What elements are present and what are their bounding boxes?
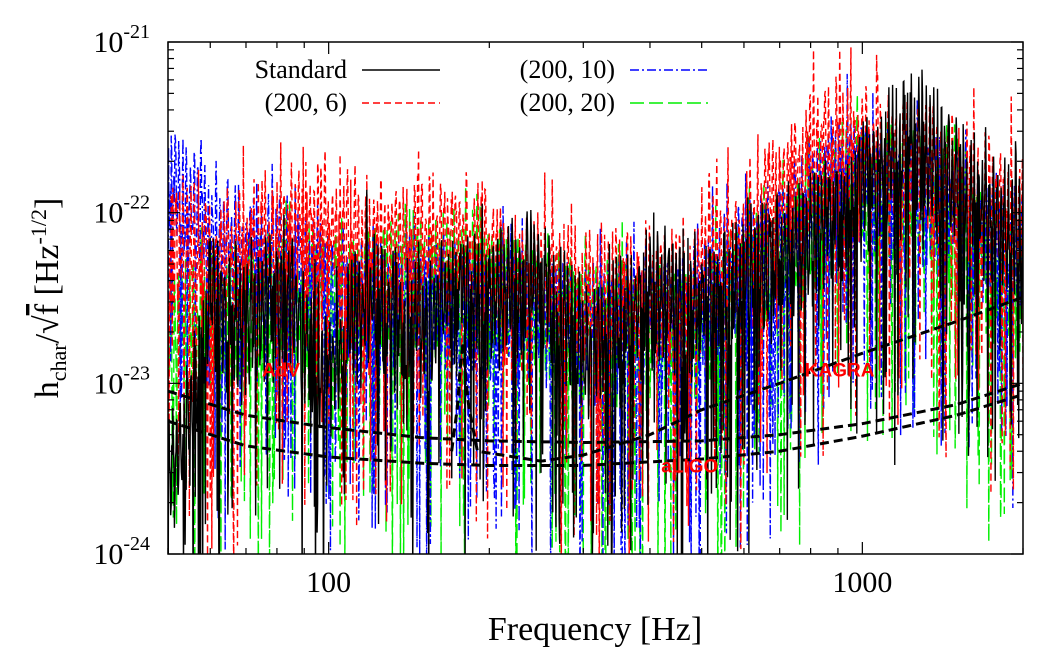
y-axis-title-unit: [Hz <box>29 245 66 304</box>
x-tick-label-0: 100 <box>306 566 351 599</box>
legend: Standard (200, 6) (200, 10) (200, 20) <box>255 55 708 117</box>
legend-label-1: (200, 6) <box>265 88 347 117</box>
legend-label-3: (200, 20) <box>520 88 615 117</box>
y-axis-title-sqrt: √ <box>29 315 66 334</box>
y-axis-title-f: f <box>29 303 66 315</box>
plot-frame <box>167 41 1024 555</box>
y-axis-title: hchar/√f [Hz-1/2] <box>26 198 71 399</box>
plot-series <box>168 47 1023 554</box>
plot-area: AdV aLIGO KAGRA <box>168 47 1023 554</box>
y-axis-title-sup: -1/2 <box>26 209 51 244</box>
sensitivity-curve-adv <box>168 381 1023 445</box>
x-axis-title: Frequency [Hz] <box>488 611 702 648</box>
y-tick-label-0: 10-24 <box>93 533 150 571</box>
y-tick-label-3: 10-21 <box>93 21 150 59</box>
axis-ticks: 100 1000 10-24 10-23 10-22 10-21 <box>93 21 1024 599</box>
y-tick-label-1: 10-23 <box>93 362 150 400</box>
annotation-adv: AdV <box>262 360 300 381</box>
y-axis-title-slash: / <box>29 333 66 343</box>
y-axis-title-h: h <box>29 381 66 398</box>
y-axis-title-sub: char <box>46 343 71 382</box>
x-tick-label-1: 1000 <box>832 566 892 599</box>
y-tick-label-2: 10-22 <box>93 192 150 230</box>
series-line-0 <box>168 69 1023 554</box>
annotation-kagra: KAGRA <box>805 360 875 381</box>
y-axis-title-close: ] <box>29 198 66 209</box>
sensitivity-curve-aligo <box>168 393 1023 468</box>
legend-label-0: Standard <box>255 55 347 84</box>
annotation-aligo: aLIGO <box>661 457 718 478</box>
sensitivity-curve-kagra <box>450 295 1023 463</box>
legend-label-2: (200, 10) <box>520 55 615 84</box>
